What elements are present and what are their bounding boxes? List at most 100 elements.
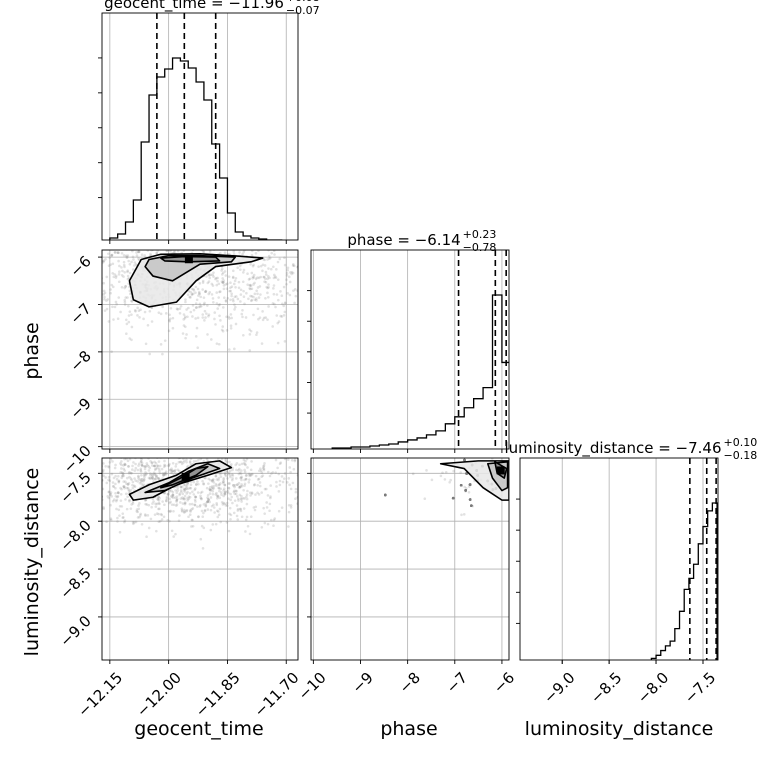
sample-point (122, 485, 126, 488)
histogram-step (650, 502, 718, 660)
sample-point (179, 304, 183, 308)
sample-point (260, 475, 263, 479)
sample-point (185, 509, 188, 513)
sample-point (188, 513, 192, 517)
sample-point (195, 482, 198, 486)
sample-point (216, 494, 219, 498)
sample-point (129, 507, 133, 510)
sample-point (586, 459, 589, 462)
sample-point (265, 285, 269, 289)
sample-point (224, 459, 228, 463)
sample-point (173, 250, 176, 252)
sample-point (202, 526, 206, 530)
sample-point (119, 462, 122, 465)
sample-point (167, 464, 170, 468)
sample-point (133, 309, 137, 312)
sample-point (231, 276, 235, 280)
sample-point (137, 250, 140, 254)
sample-point (180, 509, 184, 512)
sample-point (171, 493, 175, 497)
sample-point (201, 247, 204, 250)
sample-point (539, 484, 542, 487)
sample-point (126, 277, 130, 281)
sample-point (249, 262, 252, 266)
sample-point (252, 295, 255, 299)
sample-point (531, 486, 534, 489)
sample-point (244, 452, 247, 455)
sample-point (99, 494, 102, 497)
sample-point (170, 452, 173, 455)
sample-point (252, 506, 256, 509)
sample-point (549, 489, 552, 492)
sample-point (465, 472, 468, 475)
sample-point (251, 264, 255, 268)
sample-point (373, 259, 376, 262)
sample-point (124, 285, 127, 288)
sample-point (465, 472, 468, 475)
sample-point (46, 254, 49, 257)
sample-point (195, 298, 199, 302)
sample-point (486, 446, 489, 449)
sample-point (256, 276, 259, 279)
sample-point (198, 451, 201, 454)
sample-point (244, 242, 247, 245)
sample-point (122, 275, 125, 278)
sample-point (531, 486, 534, 489)
sample-point (546, 505, 549, 508)
sample-point (160, 513, 164, 517)
sample-point (569, 488, 572, 491)
marginal-title-upper: +0.08 (286, 0, 320, 4)
sample-point (245, 458, 249, 461)
sample-point (138, 515, 141, 519)
sample-point (459, 483, 463, 487)
sample-point (113, 251, 117, 254)
sample-point (165, 497, 169, 501)
sample-point (82, 508, 85, 511)
sample-point (383, 493, 387, 497)
sample-point (38, 320, 41, 323)
sample-point (238, 471, 242, 475)
sample-point (170, 489, 173, 493)
sample-point (462, 426, 465, 429)
sample-point (231, 297, 235, 301)
sample-point (137, 474, 140, 478)
sample-point (209, 273, 213, 277)
sample-point (383, 493, 387, 497)
y-tick-label: −9.0 (56, 612, 94, 650)
sample-point (104, 257, 107, 261)
sample-point (513, 479, 516, 482)
sample-point (468, 498, 472, 501)
sample-point (156, 250, 160, 252)
sample-point (268, 509, 271, 513)
sample-point (120, 505, 124, 508)
sample-point (33, 455, 36, 458)
sample-point (199, 494, 202, 498)
sample-point (109, 291, 112, 295)
sample-point (190, 462, 193, 466)
sample-point (528, 483, 531, 486)
sample-point (229, 286, 232, 290)
sample-point (470, 504, 473, 507)
sample-point (125, 507, 129, 511)
sample-point (126, 256, 129, 259)
sample-point (478, 450, 481, 453)
sample-point (66, 445, 69, 448)
sample-point (468, 498, 472, 501)
sample-point (537, 480, 540, 483)
sample-point (531, 471, 534, 474)
sample-point (317, 328, 320, 331)
sample-point (203, 309, 207, 313)
sample-point (210, 454, 213, 457)
sample-point (219, 319, 222, 322)
sample-point (166, 492, 170, 496)
sample-point (259, 222, 262, 225)
sample-point (109, 492, 112, 496)
sample-point (446, 444, 449, 447)
sample-point (127, 314, 131, 317)
sample-point (93, 490, 96, 493)
sample-point (317, 258, 320, 261)
sample-point (539, 479, 542, 482)
sample-point (127, 465, 130, 468)
sample-point (474, 444, 477, 447)
sample-point (474, 444, 477, 447)
